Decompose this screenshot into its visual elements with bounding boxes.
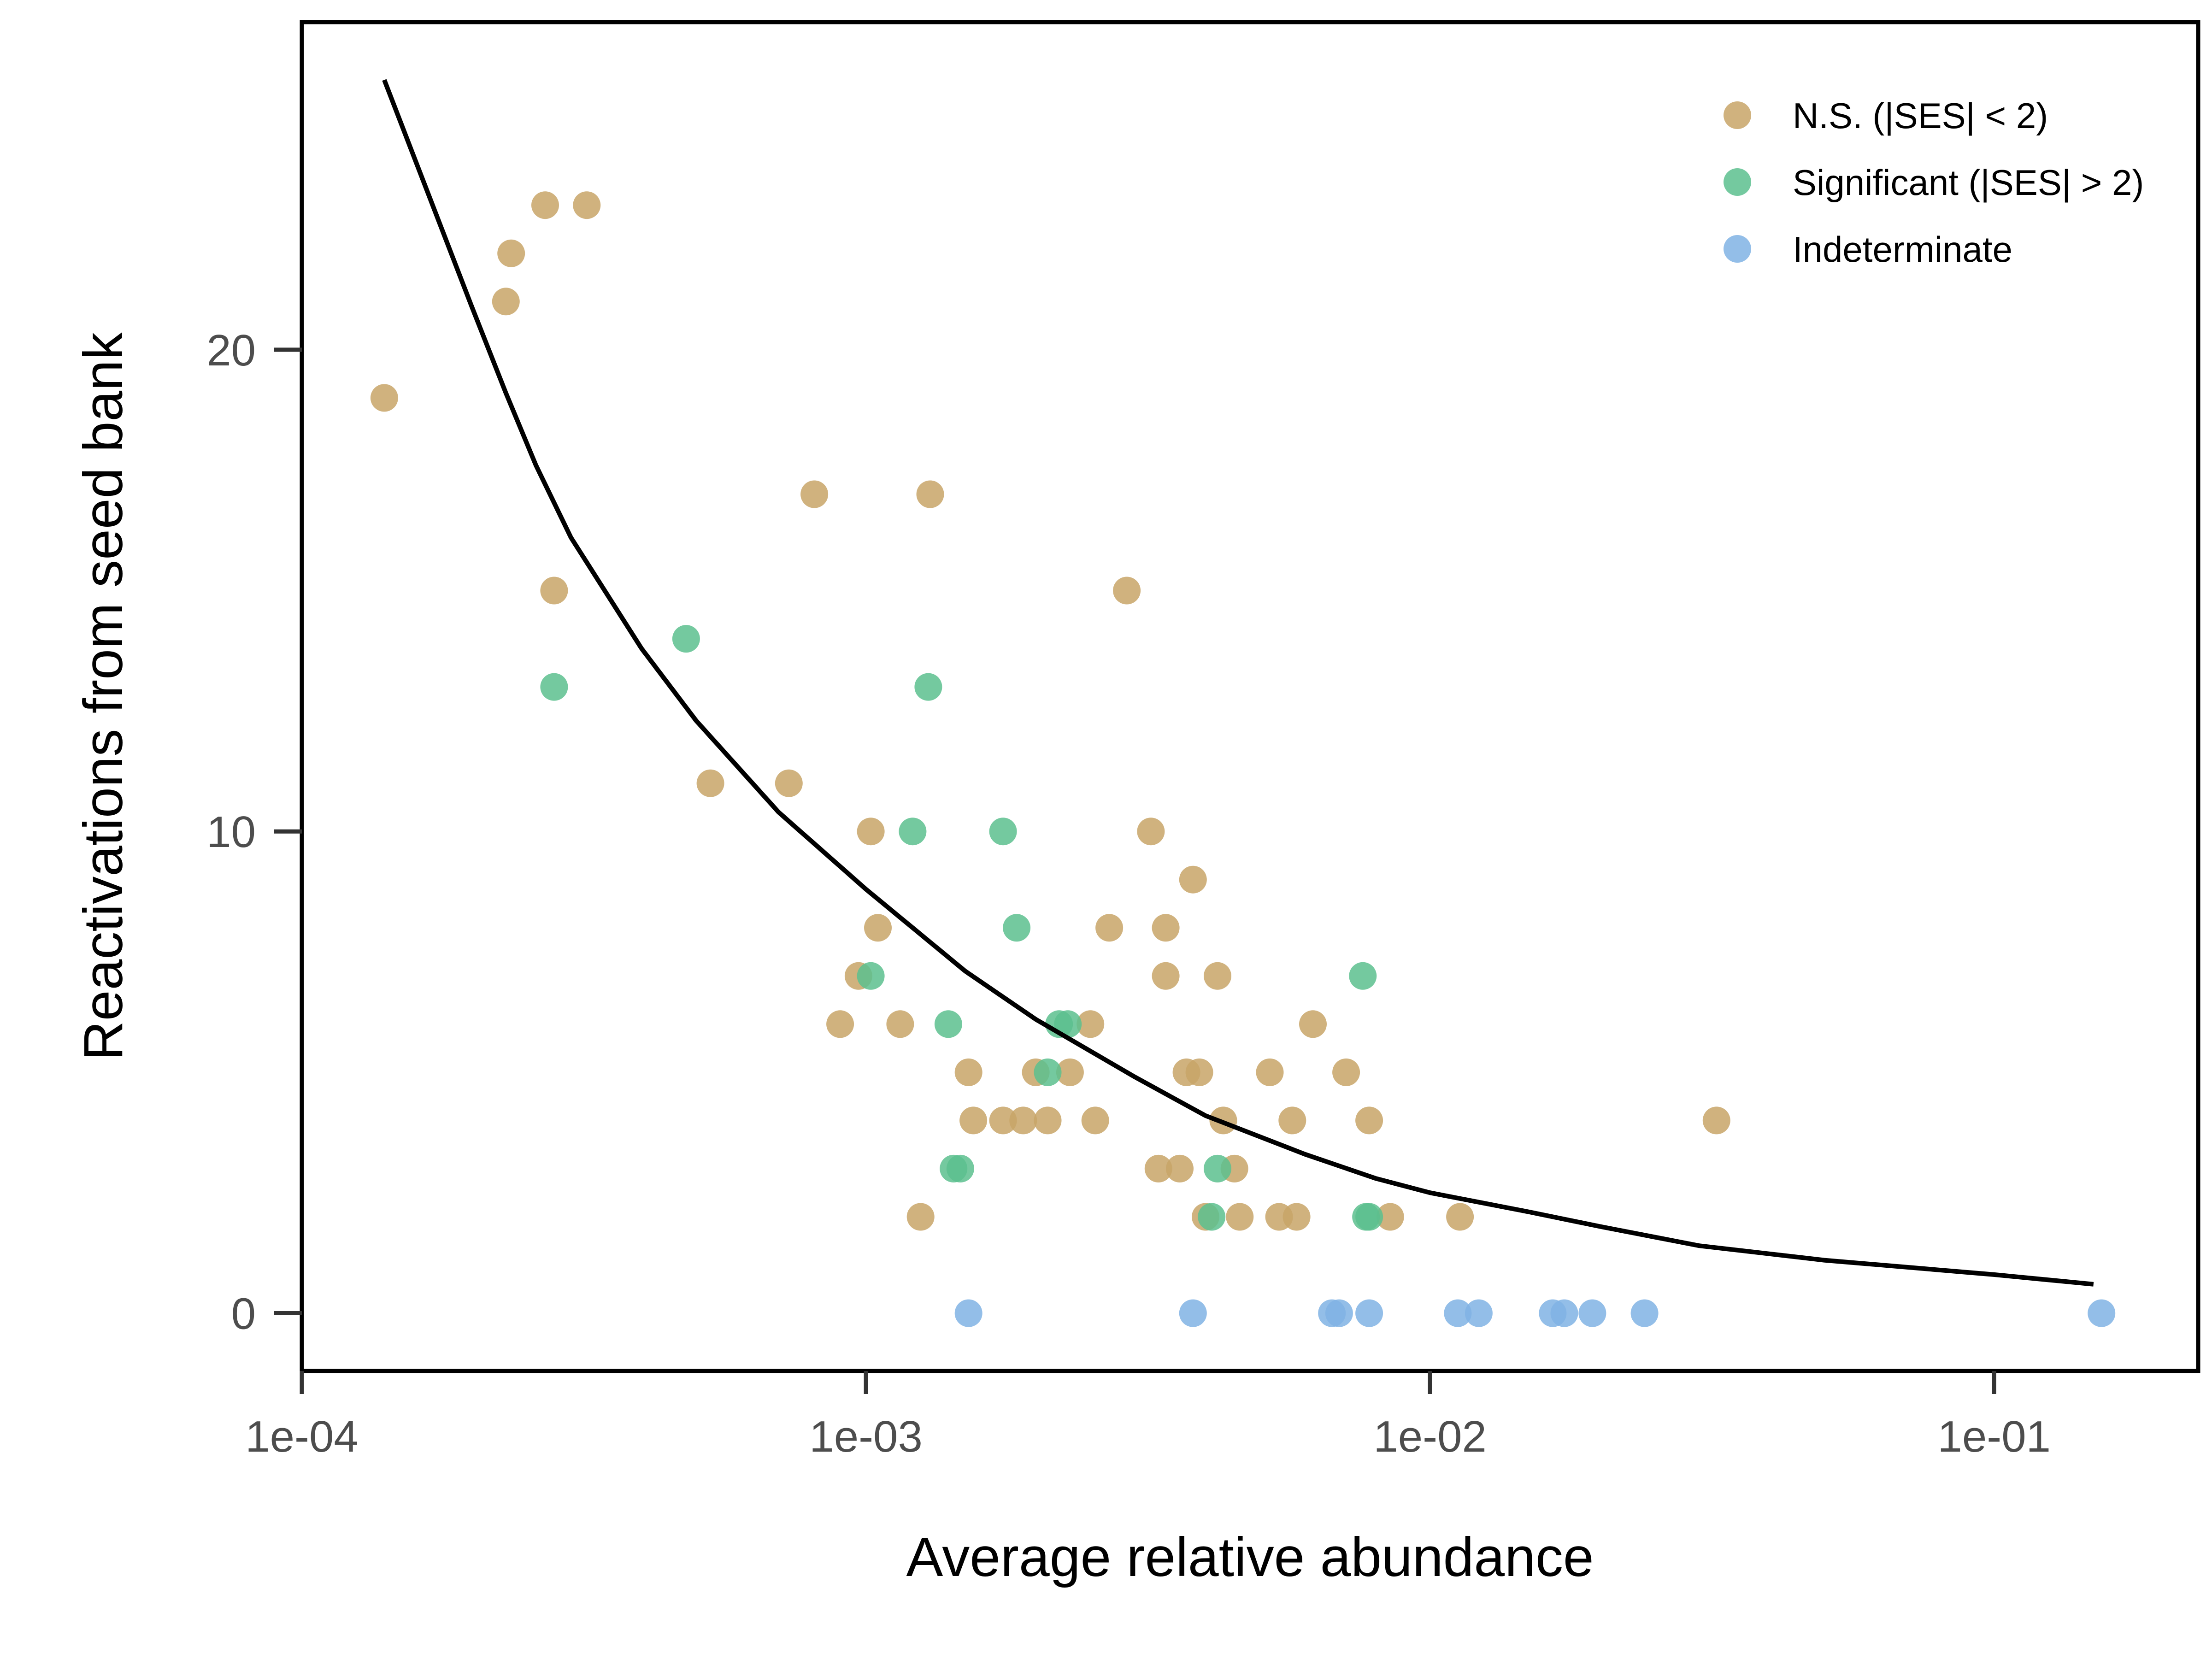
fit-curve-layer: [382, 79, 2094, 1287]
data-point-series-1-10: [1034, 1058, 1062, 1086]
data-point-series-2-4: [1355, 1299, 1383, 1327]
data-point-series-0-46: [1355, 1106, 1383, 1135]
data-point-series-0-34: [1185, 1058, 1213, 1086]
data-point-series-0-26: [1113, 577, 1141, 605]
data-point-series-0-17: [959, 1106, 988, 1135]
data-point-series-0-42: [1278, 1106, 1306, 1135]
data-point-series-0-48: [1446, 1203, 1474, 1231]
x-tick-label-3: 1e-01: [1937, 1412, 2051, 1461]
data-point-series-2-10: [1630, 1299, 1659, 1327]
data-point-series-0-14: [886, 1010, 914, 1038]
legend-label-1: Significant (|SES| > 2): [1793, 162, 2144, 203]
legend-marker-2: [1724, 235, 1751, 263]
data-point-series-0-29: [1152, 914, 1180, 942]
data-point-series-2-9: [1578, 1299, 1606, 1327]
data-point-series-0-5: [540, 577, 568, 605]
data-point-series-0-27: [1137, 818, 1165, 846]
x-axis: 1e-04 1e-03 1e-02 1e-01: [245, 1371, 2051, 1461]
x-tick-label-1: 1e-03: [809, 1412, 923, 1461]
y-tick-label-1: 10: [206, 807, 256, 857]
data-point-series-0-18: [989, 1106, 1017, 1135]
data-point-series-0-1: [492, 288, 520, 316]
legend: N.S. (|SES| < 2) Significant (|SES| > 2) I…: [1724, 95, 2144, 270]
data-point-series-0-24: [1081, 1106, 1109, 1135]
data-point-series-0-23: [1077, 1010, 1105, 1038]
data-point-series-0-31: [1166, 1154, 1194, 1182]
data-point-series-0-7: [775, 769, 803, 797]
data-point-series-0-47: [1376, 1203, 1404, 1231]
data-point-series-2-3: [1325, 1299, 1353, 1327]
data-point-series-0-9: [916, 480, 944, 508]
data-point-series-0-0: [370, 384, 398, 412]
data-point-series-1-1: [672, 625, 700, 653]
fit-line: [382, 79, 2094, 1287]
legend-marker-0: [1724, 101, 1751, 129]
data-point-series-0-49: [1702, 1106, 1730, 1135]
data-point-series-1-9: [1003, 914, 1031, 942]
data-point-series-0-36: [1204, 962, 1231, 990]
data-point-series-1-13: [1198, 1203, 1226, 1231]
data-point-series-0-6: [696, 769, 724, 797]
data-point-series-0-39: [1226, 1203, 1254, 1231]
data-point-series-2-0: [954, 1299, 982, 1327]
data-point-series-1-5: [934, 1010, 962, 1038]
x-tick-label-0: 1e-04: [245, 1412, 359, 1461]
data-point-series-1-15: [1349, 962, 1377, 990]
data-point-series-2-6: [1465, 1299, 1493, 1327]
data-points: [370, 191, 2116, 1327]
data-point-series-1-3: [899, 818, 927, 846]
data-point-series-1-17: [1355, 1203, 1383, 1231]
data-point-series-1-14: [1204, 1154, 1231, 1182]
data-point-series-0-10: [857, 818, 885, 846]
data-point-series-0-25: [1095, 914, 1124, 942]
x-tick-label-2: 1e-02: [1373, 1412, 1487, 1461]
data-point-series-0-43: [1282, 1203, 1311, 1231]
y-tick-label-0: 0: [231, 1289, 256, 1339]
y-tick-label-2: 20: [206, 326, 256, 375]
data-point-series-0-33: [1179, 865, 1207, 894]
y-axis: 0 10 20: [206, 326, 302, 1339]
plot-panel-border: [300, 20, 2200, 1373]
data-point-series-2-8: [1550, 1299, 1578, 1327]
data-point-series-0-30: [1152, 962, 1180, 990]
legend-marker-1: [1724, 168, 1751, 196]
data-point-series-1-0: [540, 673, 568, 701]
data-point-series-1-12: [1054, 1010, 1082, 1038]
x-axis-title: Average relative abundance: [906, 1526, 1594, 1588]
data-point-series-1-7: [946, 1154, 974, 1182]
data-point-series-0-21: [1034, 1106, 1062, 1135]
data-point-series-0-8: [800, 480, 829, 508]
data-point-series-0-16: [954, 1058, 982, 1086]
data-point-series-0-45: [1332, 1058, 1360, 1086]
data-point-series-2-1: [1179, 1299, 1207, 1327]
y-axis-title: Reactivations from seed bank: [72, 332, 134, 1061]
legend-label-2: Indeterminate: [1793, 229, 2012, 270]
data-point-series-0-4: [573, 191, 601, 219]
data-point-series-0-13: [826, 1010, 854, 1038]
data-point-series-0-11: [864, 914, 892, 942]
data-point-series-1-8: [989, 818, 1017, 846]
data-point-series-0-19: [1009, 1106, 1037, 1135]
data-point-series-1-4: [914, 673, 942, 701]
data-point-series-0-2: [497, 239, 525, 267]
data-point-series-0-22: [1056, 1058, 1084, 1086]
data-point-series-2-11: [2088, 1299, 2116, 1327]
data-point-series-0-15: [906, 1203, 935, 1231]
data-point-series-2-5: [1444, 1299, 1472, 1327]
data-point-series-1-2: [857, 962, 885, 990]
data-point-series-0-28: [1144, 1154, 1172, 1182]
data-point-series-0-3: [531, 191, 559, 219]
legend-label-0: N.S. (|SES| < 2): [1793, 95, 2048, 136]
data-point-series-0-40: [1256, 1058, 1284, 1086]
data-point-series-0-44: [1299, 1010, 1327, 1038]
